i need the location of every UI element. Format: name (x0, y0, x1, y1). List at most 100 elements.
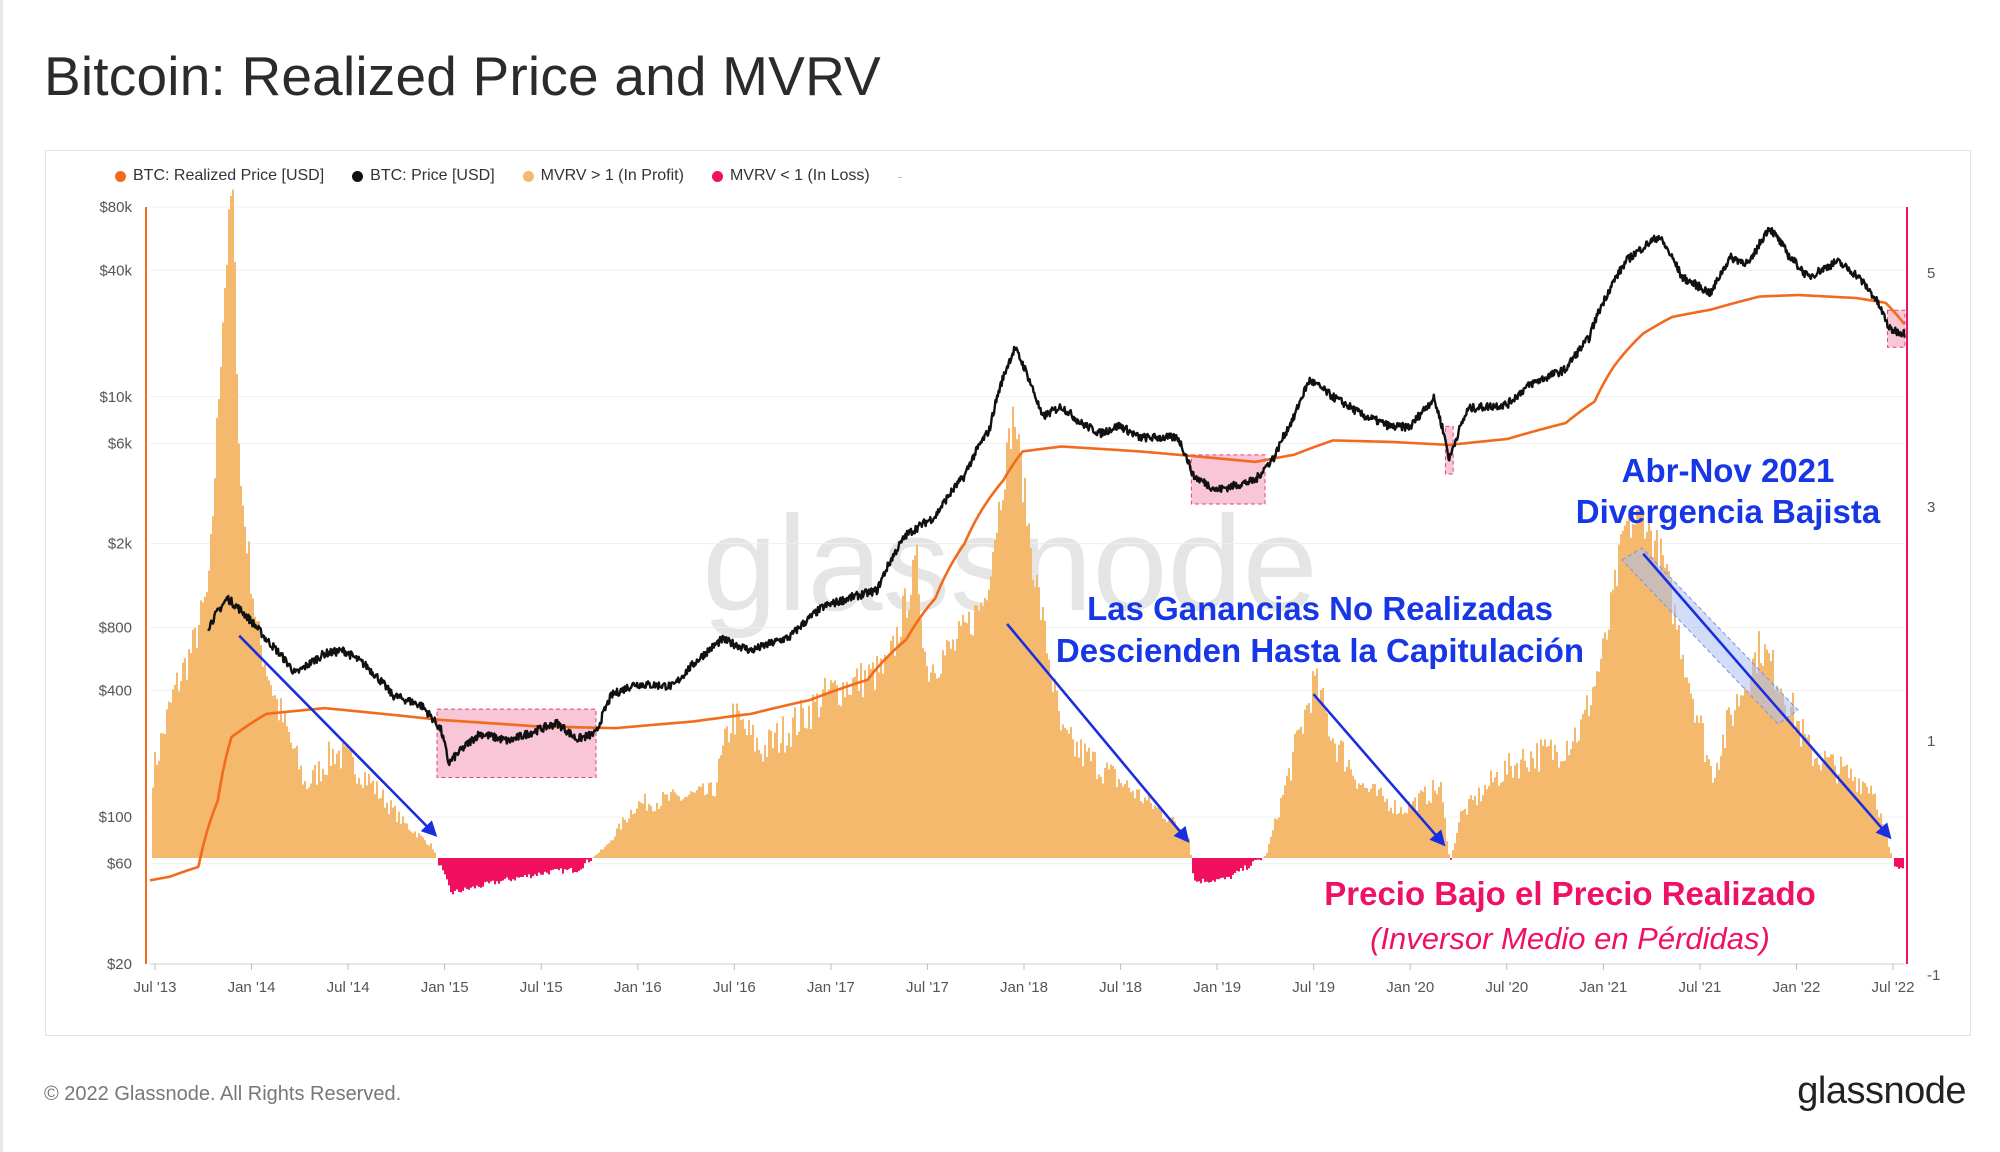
mvrv-profit-bar (724, 728, 726, 858)
mvrv-profit-bar (750, 734, 752, 858)
mvrv-loss-bar (588, 858, 590, 863)
mvrv-profit-bar (1566, 740, 1568, 858)
mvrv-profit-bar (1730, 714, 1732, 858)
mvrv-profit-bar (1606, 639, 1608, 858)
mvrv-profit-bar (726, 726, 728, 858)
mvrv-loss-bar (1202, 858, 1204, 879)
mvrv-profit-bar (1304, 709, 1306, 858)
mvrv-profit-bar (1036, 575, 1038, 858)
mvrv-profit-bar (1556, 752, 1558, 858)
mvrv-profit-bar (260, 645, 262, 858)
mvrv-profit-bar (1182, 833, 1184, 858)
mvrv-profit-bar (904, 588, 906, 858)
mvrv-profit-bar (1156, 807, 1158, 858)
mvrv-profit-bar (1754, 652, 1756, 858)
mvrv-loss-bar (1200, 858, 1202, 884)
mvrv-profit-bar (1168, 820, 1170, 858)
mvrv-profit-bar (1162, 818, 1164, 858)
mvrv-profit-bar (1526, 767, 1528, 858)
mvrv-profit-bar (364, 772, 366, 858)
mvrv-profit-bar (914, 555, 916, 858)
mvrv-profit-bar (1670, 579, 1672, 858)
mvrv-loss-bar (1214, 858, 1216, 882)
mvrv-profit-bar (1836, 783, 1838, 858)
mvrv-profit-bar (610, 840, 612, 858)
mvrv-profit-bar (1522, 749, 1524, 858)
mvrv-profit-bar (1668, 570, 1670, 858)
mvrv-loss-bar (584, 858, 586, 864)
mvrv-profit-bar (272, 696, 274, 858)
mvrv-profit-bar (224, 288, 226, 858)
mvrv-profit-bar (1442, 802, 1444, 858)
mvrv-profit-bar (920, 619, 922, 858)
mvrv-profit-bar (1486, 789, 1488, 858)
mvrv-loss-bar (562, 858, 564, 874)
mvrv-profit-bar (760, 753, 762, 858)
x-tick-label: Jan '16 (614, 979, 662, 996)
mvrv-profit-bar (192, 629, 194, 858)
x-tick-label: Jul '13 (134, 979, 177, 996)
mvrv-profit-bar (1672, 624, 1674, 858)
mvrv-profit-bar (1484, 784, 1486, 858)
mvrv-loss-bar (1242, 858, 1244, 871)
x-tick-label: Jan '21 (1579, 979, 1627, 996)
mvrv-profit-bar (1786, 716, 1788, 858)
mvrv-loss-bar (468, 858, 470, 890)
mvrv-profit-bar (366, 785, 368, 858)
x-tick-label: Jul '18 (1099, 979, 1142, 996)
mvrv-profit-bar (1292, 751, 1294, 858)
mvrv-profit-bar (1380, 787, 1382, 858)
mvrv-profit-bar (680, 800, 682, 858)
mvrv-profit-bar (628, 818, 630, 858)
mvrv-loss-bar (504, 858, 506, 879)
mvrv-profit-bar (1340, 740, 1342, 858)
mvrv-profit-bar (678, 796, 680, 858)
mvrv-profit-bar (636, 808, 638, 858)
mvrv-profit-bar (1368, 791, 1370, 858)
mvrv-profit-bar (600, 849, 602, 858)
mvrv-profit-bar (716, 782, 718, 858)
mvrv-profit-bar (1602, 638, 1604, 858)
mvrv-profit-bar (1306, 704, 1308, 858)
mvrv-profit-bar (1514, 765, 1516, 858)
mvrv-profit-bar (1264, 856, 1266, 858)
mvrv-profit-bar (1572, 741, 1574, 858)
mvrv-loss-bar (542, 858, 544, 875)
x-tick-label: Jul '17 (906, 979, 949, 996)
mvrv-profit-bar (1024, 477, 1026, 858)
legend-item-price[interactable]: BTC: Price [USD] (352, 167, 495, 185)
mvrv-profit-bar (682, 799, 684, 858)
mvrv-profit-bar (210, 533, 212, 858)
mvrv-profit-bar (1472, 800, 1474, 858)
mvrv-profit-bar (1348, 759, 1350, 858)
mvrv-profit-bar (348, 749, 350, 858)
mvrv-profit-bar (694, 792, 696, 858)
mvrv-loss-bar (1226, 858, 1228, 877)
mvrv-profit-bar (1096, 779, 1098, 858)
mvrv-profit-bar (1070, 727, 1072, 858)
mvrv-profit-bar (1100, 776, 1102, 858)
mvrv-profit-bar (830, 680, 832, 858)
mvrv-profit-bar (1142, 803, 1144, 858)
x-tick-label: Jul '15 (520, 979, 563, 996)
annotation-gains-line1: Las Ganancias No Realizadas (1087, 590, 1553, 627)
mvrv-profit-bar (1882, 824, 1884, 858)
mvrv-profit-bar (646, 810, 648, 858)
mvrv-profit-bar (992, 552, 994, 858)
mvrv-profit-bar (382, 789, 384, 858)
mvrv-profit-bar (828, 689, 830, 858)
legend-item-realized-price[interactable]: BTC: Realized Price [USD] (115, 167, 324, 185)
footer-brand-logo[interactable]: glassnode (1797, 1070, 1966, 1112)
mvrv-profit-bar (1584, 709, 1586, 858)
legend-item-mvrv-profit[interactable]: MVRV > 1 (In Profit) (522, 167, 684, 185)
mvrv-profit-bar (950, 648, 952, 858)
mvrv-profit-bar (740, 719, 742, 858)
mvrv-profit-bar (860, 662, 862, 858)
mvrv-loss-bar (1236, 858, 1238, 871)
mvrv-profit-bar (774, 732, 776, 858)
mvrv-profit-bar (1008, 428, 1010, 858)
legend-item-mvrv-loss[interactable]: MVRV < 1 (In Loss) (711, 167, 870, 185)
mvrv-profit-bar (1520, 759, 1522, 858)
mvrv-profit-bar (754, 751, 756, 858)
mvrv-profit-bar (1576, 742, 1578, 858)
